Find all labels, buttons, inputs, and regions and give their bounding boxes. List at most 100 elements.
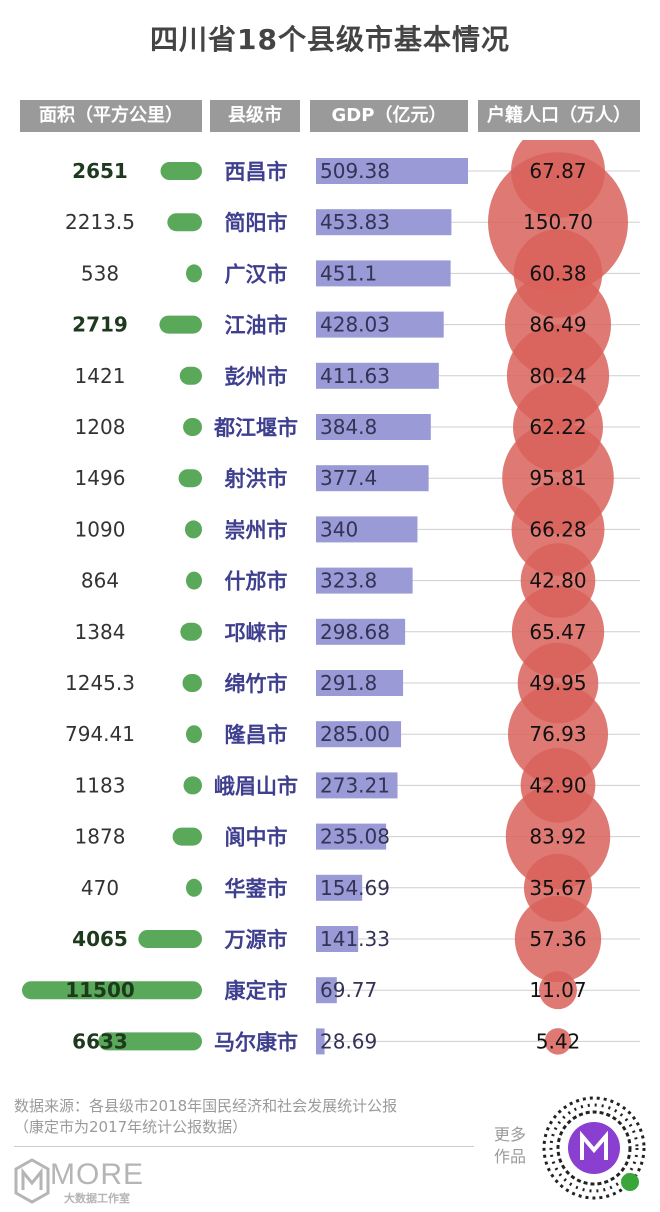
gdp-bar xyxy=(316,721,402,748)
area-bar xyxy=(159,315,202,334)
logo-subtitle: 大数据工作室 xyxy=(64,1192,130,1205)
gdp-value-label: 285.00 xyxy=(320,722,390,746)
gdp-bar xyxy=(316,823,387,850)
area-value-label: 1208 xyxy=(75,415,126,439)
population-value-label: 65.47 xyxy=(529,620,586,644)
population-bubble xyxy=(514,895,602,983)
header-area: 面积（平方公里） xyxy=(20,100,202,132)
city-name-label: 峨眉山市 xyxy=(214,774,298,798)
gdp-bar xyxy=(316,516,418,543)
population-bubble xyxy=(505,784,611,889)
area-value-label: 6633 xyxy=(72,1029,128,1053)
area-value-label: 1090 xyxy=(75,517,126,541)
city-data-chart: 2651 西昌市 509.38 67.87 2213.5 简阳市 453.83 150.70 5… xyxy=(22,140,640,1055)
more-logo-icon xyxy=(14,1158,50,1204)
area-bar xyxy=(22,981,202,1000)
city-name-label: 简阳市 xyxy=(225,211,288,235)
area-bar xyxy=(167,213,202,232)
gdp-value-label: 451.1 xyxy=(320,261,377,285)
area-value-label: 2651 xyxy=(72,159,128,183)
gdp-bar xyxy=(316,670,404,696)
source-line-2: （康定市为2017年统计公报数据） xyxy=(14,1118,248,1136)
more-works-label: 更多作品 xyxy=(494,1125,527,1166)
gdp-value-label: 509.38 xyxy=(320,159,390,183)
area-bar xyxy=(186,878,202,897)
gdp-bar xyxy=(316,465,429,492)
gdp-bar xyxy=(316,311,444,338)
gdp-value-label: 291.8 xyxy=(320,671,377,695)
population-value-label: 86.49 xyxy=(529,313,586,337)
gdp-value-label: 273.21 xyxy=(320,773,390,797)
labels: 2651 西昌市 509.38 67.87 2213.5 简阳市 453.83 150.70 5… xyxy=(65,159,593,1054)
qr-dots xyxy=(542,1096,646,1200)
header-city: 县级市 xyxy=(210,100,300,132)
area-bar xyxy=(186,571,202,590)
population-value-label: 11.07 xyxy=(529,978,586,1002)
population-value-label: 57.36 xyxy=(529,927,586,951)
city-name-label: 都江堰市 xyxy=(213,416,298,440)
population-value-label: 42.80 xyxy=(529,569,586,593)
area-value-label: 864 xyxy=(81,569,119,593)
gdp-value-label: 154.69 xyxy=(320,876,390,900)
population-value-label: 35.67 xyxy=(529,876,586,900)
gdp-bar xyxy=(316,977,337,1004)
area-bar xyxy=(160,162,202,180)
source-line-1: 数据来源：各县级市2018年国民经济和社会发展统计公报 xyxy=(14,1097,398,1115)
population-bubble xyxy=(539,971,577,1010)
gdp-bars xyxy=(316,158,468,1055)
gdp-value-label: 141.33 xyxy=(320,927,390,951)
city-name-label: 射洪市 xyxy=(224,467,288,491)
area-bars xyxy=(22,162,202,1051)
gdp-bar xyxy=(316,414,431,440)
gdp-value-label: 28.69 xyxy=(320,1029,377,1053)
data-source-note: 数据来源：各县级市2018年国民经济和社会发展统计公报 （康定市为2017年统计… xyxy=(14,1096,484,1138)
population-value-label: 49.95 xyxy=(529,671,586,695)
area-bar xyxy=(183,418,202,436)
area-value-label: 11500 xyxy=(65,978,135,1002)
gdp-value-label: 340 xyxy=(320,517,358,541)
population-value-label: 80.24 xyxy=(529,364,586,388)
population-value-label: 66.28 xyxy=(529,517,586,541)
city-name-label: 隆昌市 xyxy=(225,723,288,747)
area-bar xyxy=(183,776,202,795)
area-value-label: 2213.5 xyxy=(65,210,135,234)
area-value-label: 1421 xyxy=(75,364,126,388)
gdp-bar xyxy=(316,158,468,184)
area-value-label: 538 xyxy=(81,261,119,285)
area-value-label: 1245.3 xyxy=(65,671,135,695)
city-name-label: 万源市 xyxy=(224,928,288,952)
gdp-bar xyxy=(316,209,452,236)
city-name-label: 绵竹市 xyxy=(225,672,288,696)
population-value-label: 62.22 xyxy=(529,415,586,439)
area-value-label: 470 xyxy=(81,876,119,900)
gdp-bar xyxy=(316,1028,325,1055)
gdp-value-label: 411.63 xyxy=(320,364,390,388)
area-bar xyxy=(98,1032,202,1051)
gdp-value-label: 323.8 xyxy=(320,569,377,593)
area-bar xyxy=(186,264,202,283)
city-name-label: 康定市 xyxy=(225,979,288,1003)
gdp-value-label: 298.68 xyxy=(320,620,390,644)
city-name-label: 华蓥市 xyxy=(225,877,288,901)
area-value-label: 1183 xyxy=(75,773,126,797)
gdp-bar xyxy=(316,874,363,901)
area-bar xyxy=(182,674,202,692)
footer-divider xyxy=(14,1146,474,1147)
gdp-bar xyxy=(316,567,413,594)
gdp-value-label: 428.03 xyxy=(320,313,390,337)
area-bar xyxy=(179,366,202,385)
qr-code-icon[interactable] xyxy=(540,1094,648,1202)
header-gdp: GDP（亿元） xyxy=(310,100,468,132)
population-bubbles xyxy=(488,140,628,1055)
city-name-label: 阆中市 xyxy=(225,826,288,850)
gdp-bar xyxy=(316,362,439,389)
area-bar xyxy=(186,725,202,744)
population-value-label: 95.81 xyxy=(529,466,586,490)
area-bar xyxy=(172,827,202,846)
gdp-bar xyxy=(316,772,398,799)
area-value-label: 4065 xyxy=(72,927,128,951)
gdp-bar xyxy=(316,618,406,645)
area-value-label: 1878 xyxy=(75,825,126,849)
city-name-label: 江油市 xyxy=(225,314,288,338)
gdp-value-label: 384.8 xyxy=(320,415,377,439)
